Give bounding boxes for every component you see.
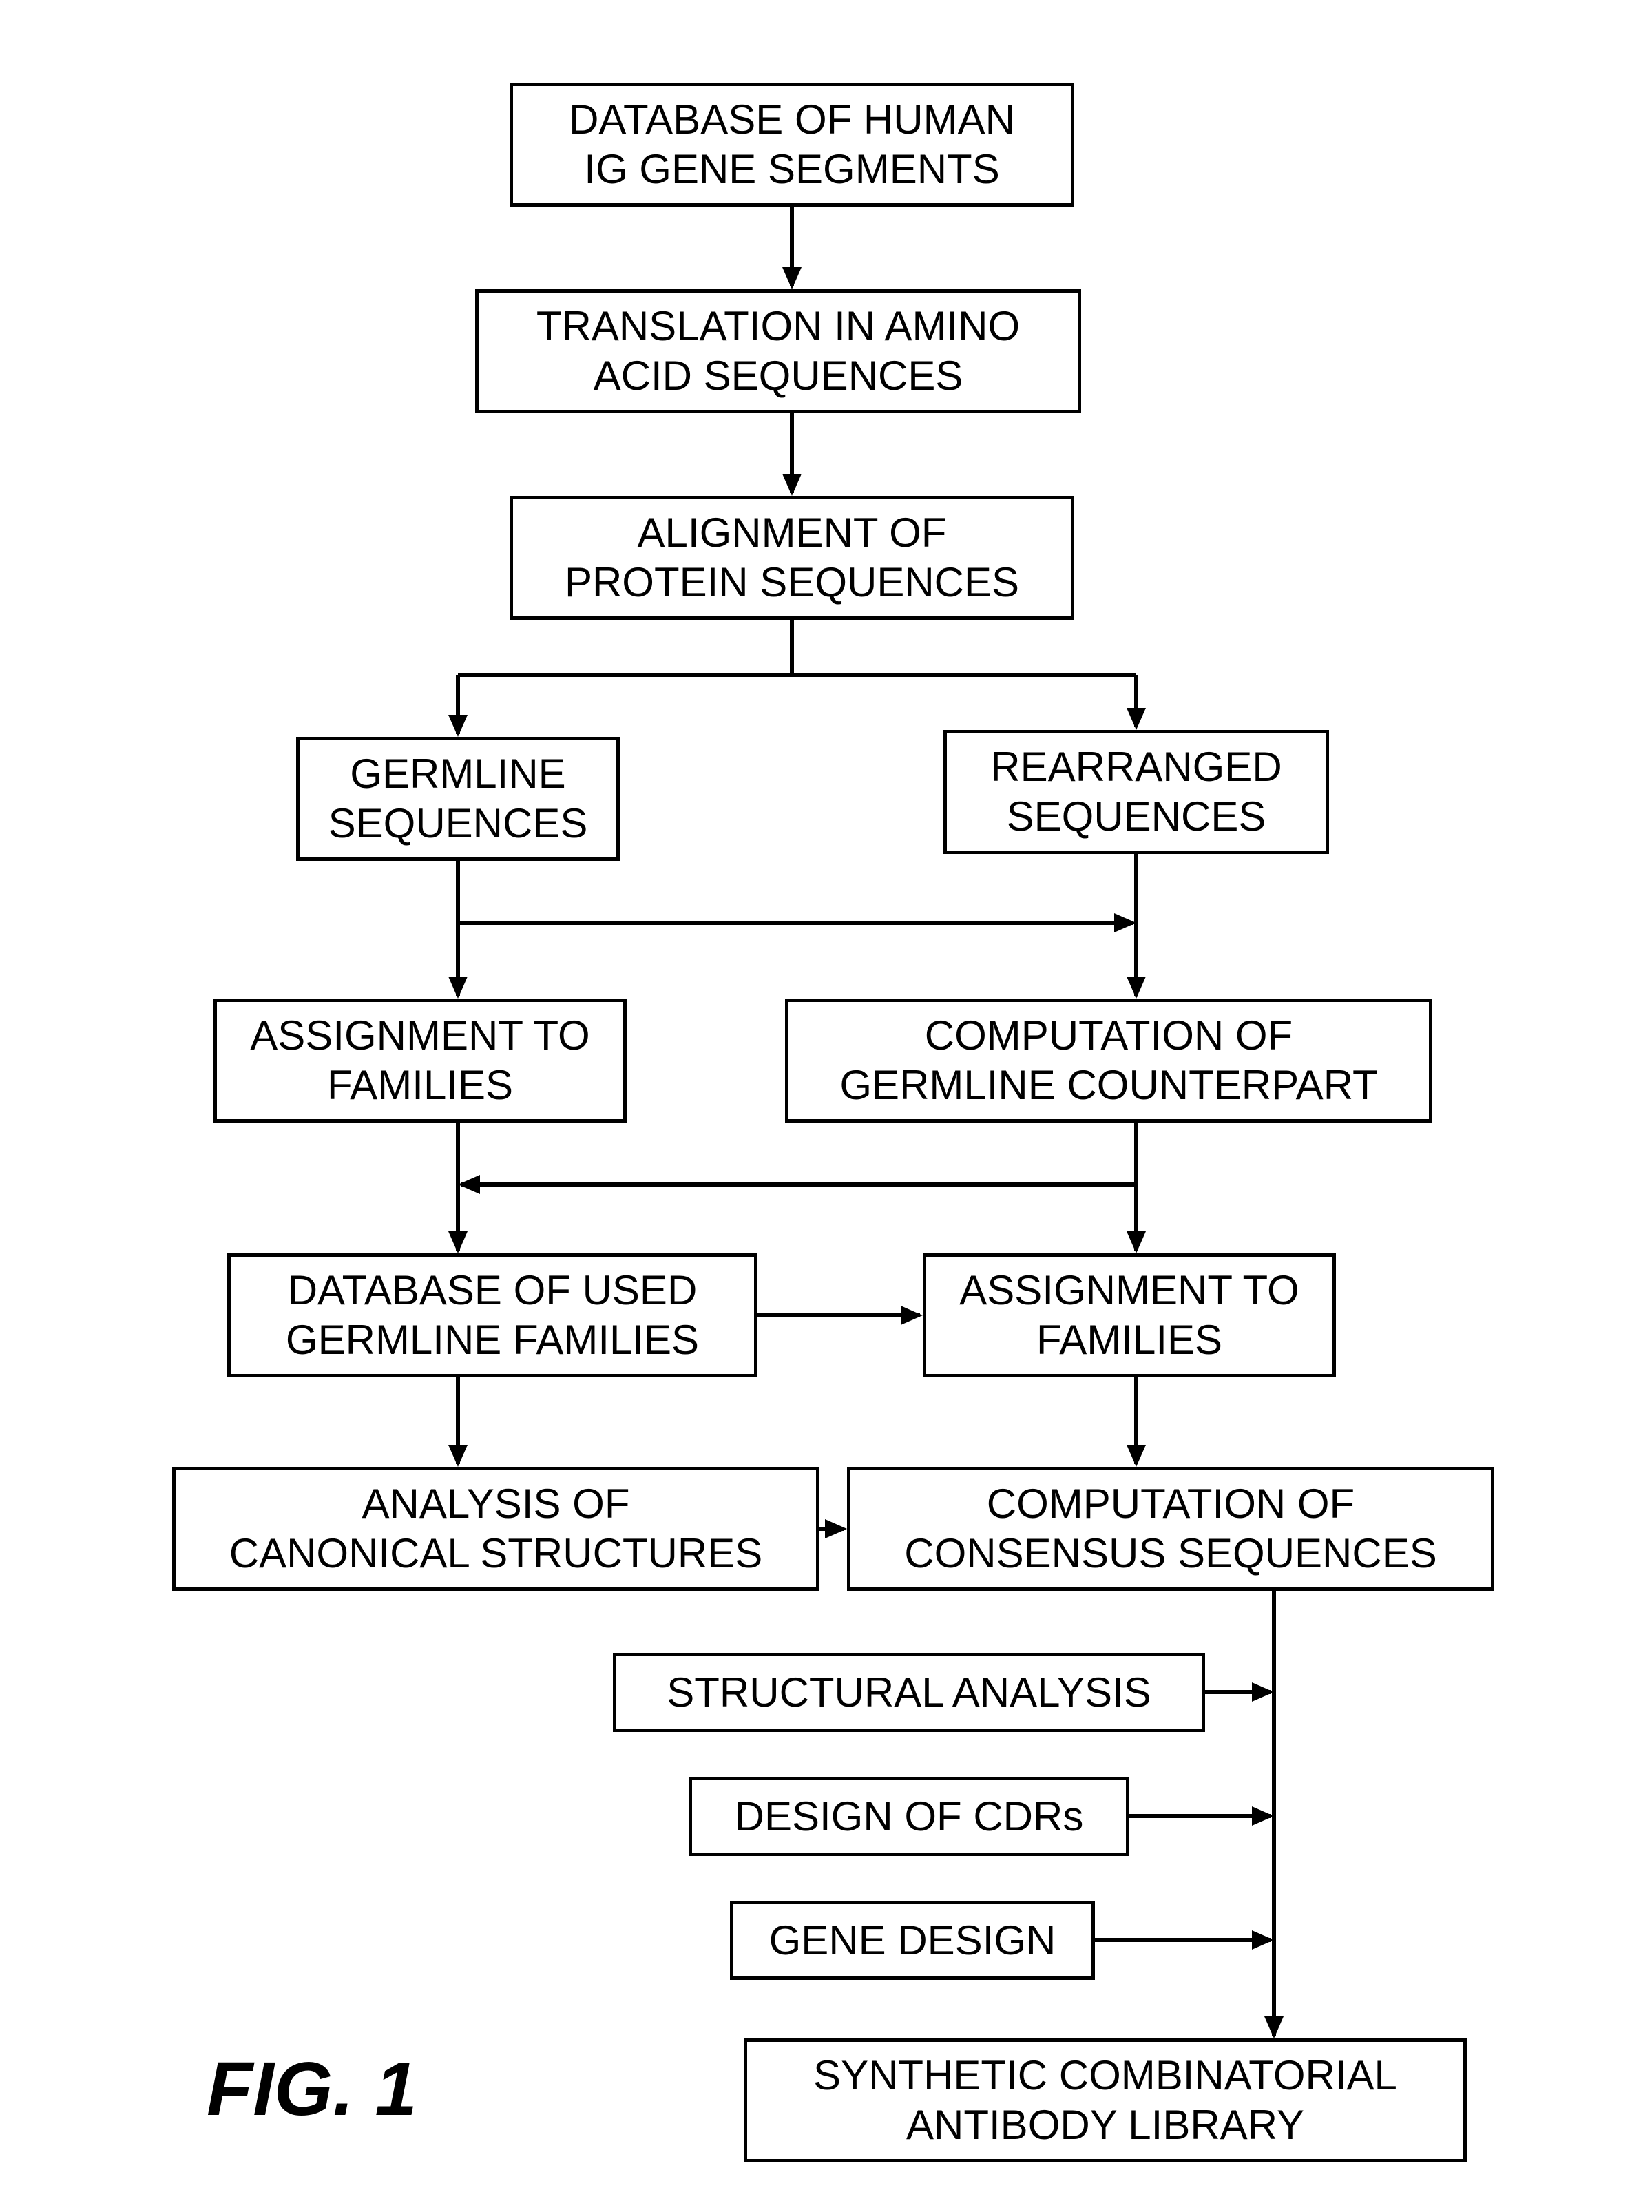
node-analysis: ANALYSIS OFCANONICAL STRUCTURES [172, 1467, 819, 1591]
node-db-used: DATABASE OF USEDGERMLINE FAMILIES [227, 1253, 757, 1377]
node-germline-seq: GERMLINESEQUENCES [296, 737, 620, 861]
node-gene-design: GENE DESIGN [730, 1901, 1095, 1980]
node-db-human: DATABASE OF HUMANIG GENE SEGMENTS [510, 83, 1074, 207]
node-design-cdrs: DESIGN OF CDRs [689, 1777, 1129, 1856]
node-structural: STRUCTURAL ANALYSIS [613, 1653, 1205, 1732]
node-consensus: COMPUTATION OFCONSENSUS SEQUENCES [847, 1467, 1494, 1591]
node-alignment: ALIGNMENT OFPROTEIN SEQUENCES [510, 496, 1074, 620]
node-assign-families-2: ASSIGNMENT TOFAMILIES [923, 1253, 1336, 1377]
node-assign-families-1: ASSIGNMENT TOFAMILIES [213, 999, 627, 1123]
node-comp-germline: COMPUTATION OFGERMLINE COUNTERPART [785, 999, 1432, 1123]
node-synthetic: SYNTHETIC COMBINATORIALANTIBODY LIBRARY [744, 2038, 1467, 2162]
figure-label: FIG. 1 [207, 2045, 417, 2133]
node-rearranged-seq: REARRANGEDSEQUENCES [943, 730, 1329, 854]
node-translation: TRANSLATION IN AMINOACID SEQUENCES [475, 289, 1081, 413]
flowchart-container: DATABASE OF HUMANIG GENE SEGMENTS TRANSL… [0, 0, 1652, 2212]
